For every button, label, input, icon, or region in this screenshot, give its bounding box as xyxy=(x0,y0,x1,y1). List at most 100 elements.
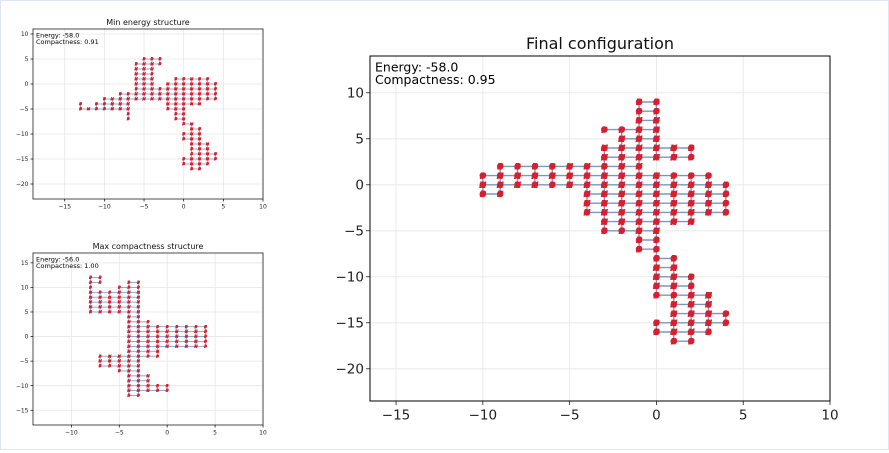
residue-point xyxy=(111,107,114,111)
residue-label: H xyxy=(146,349,150,355)
residue-point xyxy=(583,172,591,179)
residue-label: H xyxy=(110,97,114,103)
residue-point xyxy=(165,340,169,343)
residue-label: H xyxy=(531,181,539,191)
residue-label: H xyxy=(583,163,591,173)
residue-label: H xyxy=(705,190,713,200)
residue-point xyxy=(142,72,146,76)
residue-label: P xyxy=(190,167,194,173)
residue-label: H xyxy=(150,62,154,68)
residue-point xyxy=(194,340,198,343)
residue-point xyxy=(95,107,98,111)
residue-point xyxy=(653,172,660,179)
chart-title: Min energy structure xyxy=(106,18,190,27)
residue-label: H xyxy=(127,314,131,320)
residue-label: H xyxy=(156,349,160,355)
residue-point xyxy=(89,295,92,299)
residue-point xyxy=(150,92,154,96)
residue-point xyxy=(98,291,102,294)
residue-point xyxy=(705,190,712,198)
residue-point xyxy=(146,330,150,333)
residue-label: P xyxy=(175,324,179,330)
residue-point xyxy=(198,127,201,131)
residue-point xyxy=(134,72,138,76)
residue-label: H xyxy=(601,218,609,228)
residue-point xyxy=(687,319,695,327)
residue-label: H xyxy=(670,190,678,200)
residue-point xyxy=(670,264,678,271)
y-tick-label: 5 xyxy=(355,132,364,148)
residue-point xyxy=(705,301,712,308)
residue-label: H xyxy=(146,378,150,384)
residue-point xyxy=(705,199,712,207)
residue-label: P xyxy=(723,181,730,191)
residue-label: H xyxy=(687,209,695,219)
residue-label: P xyxy=(158,87,162,93)
annotation-text: Compactness: 0.91 xyxy=(36,38,99,46)
residue-point xyxy=(137,286,140,289)
residue-label: P xyxy=(653,319,660,329)
residue-label: P xyxy=(670,255,677,265)
residue-point xyxy=(670,291,678,299)
residue-label: H xyxy=(670,319,678,329)
residue-label: P xyxy=(95,102,99,108)
residue-label: H xyxy=(184,339,188,345)
annotation-text: Compactness: 0.95 xyxy=(375,72,496,87)
residue-point xyxy=(190,92,193,96)
residue-point xyxy=(150,57,154,61)
residue-label: H xyxy=(127,354,131,360)
residue-point xyxy=(142,67,146,71)
residue-label: H xyxy=(496,172,504,182)
residue-point xyxy=(204,340,207,343)
residue-point xyxy=(583,181,591,189)
residue-label: P xyxy=(723,310,730,320)
residue-label: P xyxy=(214,157,218,163)
residue-label: H xyxy=(142,92,146,98)
x-tick-label: 0 xyxy=(165,430,169,437)
residue-label: H xyxy=(190,97,194,103)
residue-label: P xyxy=(127,285,131,291)
residue-label: P xyxy=(670,337,677,347)
residue-label: P xyxy=(108,290,112,296)
residue-label: H xyxy=(635,163,643,173)
residue-point xyxy=(174,112,178,116)
residue-label: H xyxy=(670,218,678,228)
residue-point xyxy=(98,295,102,299)
residue-label: H xyxy=(127,300,131,306)
residue-point xyxy=(531,172,539,179)
residue-point xyxy=(206,147,209,151)
residue-point xyxy=(127,291,131,294)
residue-label: P xyxy=(653,291,660,301)
residue-point xyxy=(127,295,131,299)
residue-label: H xyxy=(87,107,91,113)
x-tick-label: 5 xyxy=(739,408,748,424)
residue-label: P xyxy=(166,383,170,389)
residue-point xyxy=(165,325,169,329)
residue-point xyxy=(653,98,660,106)
x-tick-label: −5 xyxy=(140,204,149,211)
residue-point xyxy=(156,354,159,358)
residue-point xyxy=(670,144,678,152)
residue-label: P xyxy=(549,181,556,191)
residue-label: P xyxy=(156,354,160,360)
residue-label: H xyxy=(618,190,626,200)
residue-point xyxy=(204,335,207,338)
residue-point xyxy=(127,384,131,387)
residue-label: H xyxy=(126,102,130,108)
residue-point xyxy=(653,107,660,115)
residue-label: H xyxy=(653,209,661,219)
residue-label: H xyxy=(89,290,93,296)
residue-label: H xyxy=(182,92,186,98)
residue-label: H xyxy=(165,329,169,335)
residue-label: P xyxy=(142,57,146,63)
residue-point xyxy=(134,62,138,66)
residue-point xyxy=(158,57,162,61)
residue-label: H xyxy=(175,344,179,350)
residue-label: P xyxy=(549,163,556,173)
residue-label: H xyxy=(198,102,202,108)
residue-label: H xyxy=(583,199,591,209)
residue-label: P xyxy=(103,107,107,113)
residue-point xyxy=(103,102,106,106)
residue-label: P xyxy=(118,285,122,291)
